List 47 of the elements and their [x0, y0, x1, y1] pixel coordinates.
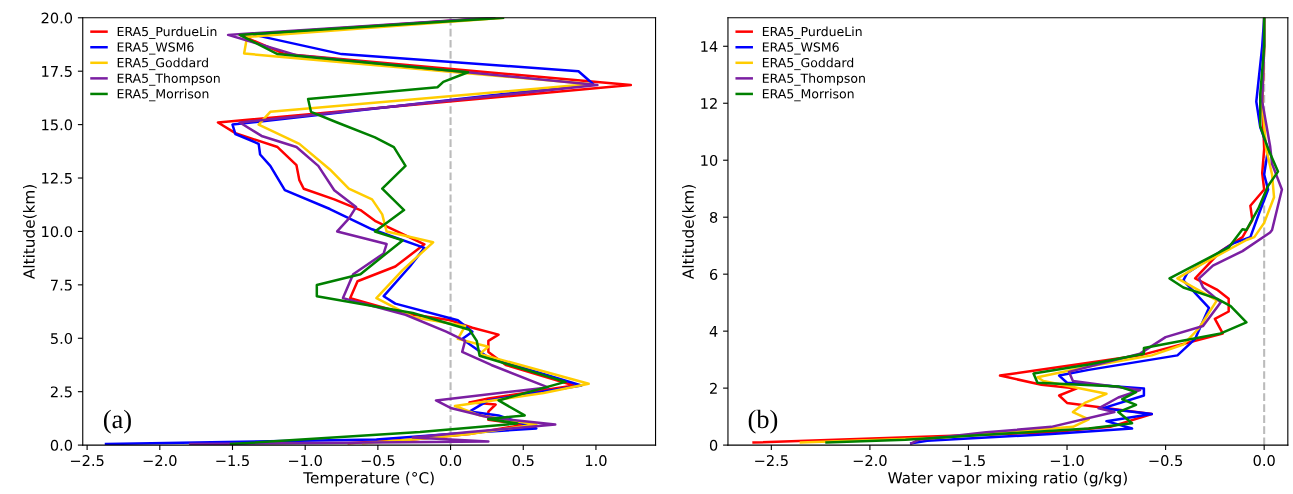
x-tick-label: −1.5	[952, 455, 985, 467]
x-tick-label: −2.5	[70, 455, 104, 467]
x-tick-label: 0.5	[512, 455, 534, 467]
x-axis-title: Water vapor mixing ratio (g/kg)	[888, 471, 1127, 487]
y-tick-label: 0.0	[50, 439, 73, 451]
y-tick-label: 7.5	[51, 279, 72, 291]
x-tick-label: 1.0	[585, 455, 607, 467]
x-tick-label: 0.0	[439, 455, 462, 467]
y-tick-label: 4	[709, 326, 718, 337]
legend-label: ERA5_Morrison	[117, 88, 209, 102]
annotation: (b)	[748, 409, 778, 434]
y-tick-label: 12	[701, 97, 717, 109]
y-tick-label: 8	[709, 211, 718, 223]
legend-label: ERA5_Thompson	[762, 73, 865, 86]
x-tick-label: −1.0	[1050, 455, 1084, 467]
x-tick-label: −1.0	[289, 455, 322, 467]
y-tick-label: 10	[701, 154, 718, 166]
x-tick-label: −0.5	[1149, 455, 1183, 467]
y-tick-label: 17.5	[42, 66, 72, 77]
legend-label: ERA5_Thompson	[117, 73, 220, 86]
x-tick-label: −2.0	[853, 455, 887, 467]
legend-label: ERA5_WSM6	[117, 42, 194, 55]
legend-label: ERA5_Goddard	[762, 57, 854, 71]
y-tick-label: 12.5	[42, 172, 72, 184]
x-tick-label: −1.5	[216, 455, 249, 467]
y-tick-label: 5.0	[50, 332, 73, 345]
y-tick-label: 2	[710, 382, 717, 394]
x-tick-label: −2.5	[755, 455, 788, 467]
legend-label: ERA5_WSM6	[762, 42, 839, 55]
x-axis-title: Temperature (°C)	[303, 471, 434, 487]
y-tick-label: 20.0	[41, 12, 73, 24]
legend-label: ERA5_Goddard	[117, 57, 208, 71]
legend-label: ERA5_PurdueLin	[117, 26, 217, 39]
legend-label: ERA5_Morrison	[762, 88, 854, 102]
x-tick-label: −2.0	[143, 455, 177, 467]
x-tick-label: 0.0	[1253, 455, 1275, 467]
y-tick-label: 0	[709, 439, 718, 451]
annotation: (a)	[103, 409, 131, 434]
y-axis-title: Altitude(km)	[23, 185, 37, 279]
y-tick-label: 10.0	[42, 226, 73, 238]
y-tick-label: 14	[701, 41, 718, 52]
y-tick-label: 2.5	[50, 386, 72, 398]
y-tick-label: 6	[709, 268, 718, 280]
legend-label: ERA5_PurdueLin	[762, 26, 862, 39]
x-tick-label: −0.5	[361, 455, 395, 467]
y-axis-title: Altitude(km)	[682, 185, 696, 279]
y-tick-label: 15.0	[42, 119, 73, 131]
